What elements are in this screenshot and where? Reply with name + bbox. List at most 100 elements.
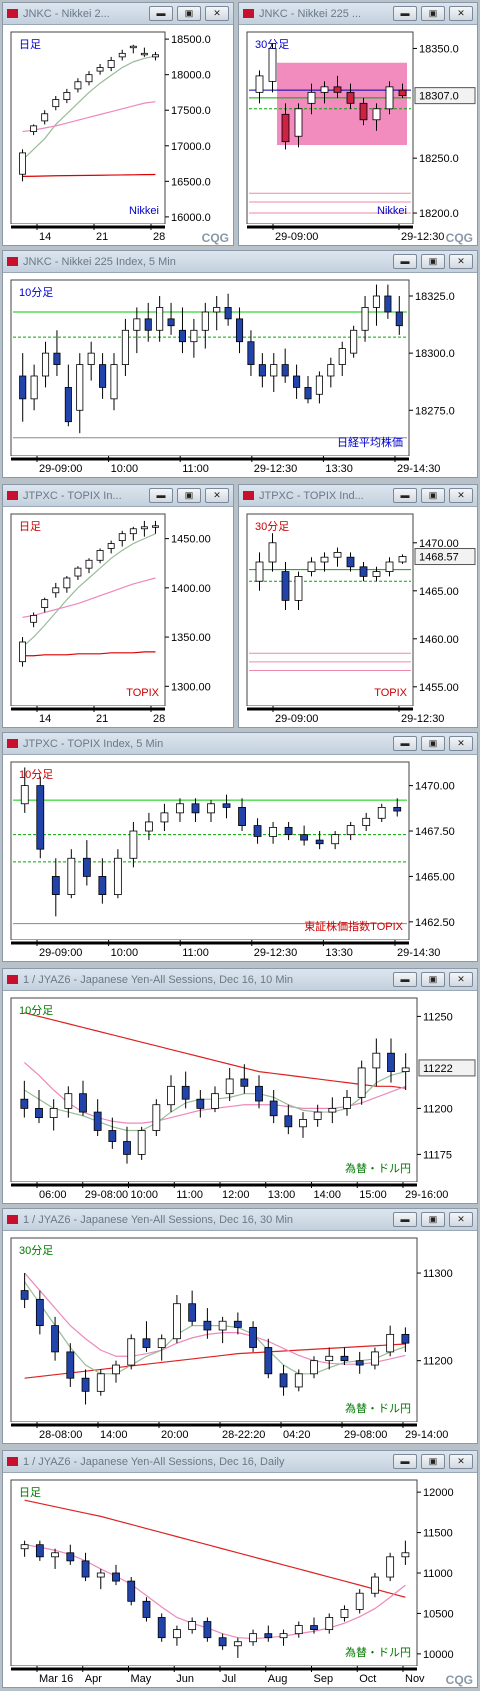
candle [279,1629,288,1646]
candle-body [85,74,93,83]
minimize-button[interactable]: ▬ [393,736,417,751]
chart-window-p6[interactable]: JTPXC - TOPIX Index, 5 Min ▬ ▣ ✕ 1470.00 1467… [2,732,478,962]
window-titlebar[interactable]: JNKC - Nikkei 225 Index, 5 Min ▬ ▣ ✕ [3,251,477,273]
candle [64,1086,73,1118]
maximize-button[interactable]: ▣ [421,1212,445,1227]
chart-window-p3[interactable]: JNKC - Nikkei 225 Index, 5 Min ▬ ▣ ✕ 18325.0… [2,250,478,478]
candle-body [207,803,215,814]
close-button[interactable]: ✕ [449,1454,473,1469]
candle-body [325,1355,334,1362]
candle-body [222,803,231,808]
maximize-button[interactable]: ▣ [421,254,445,269]
y-tick-label: 18275.0 [415,405,455,417]
moving-average-line [22,651,156,657]
window-titlebar[interactable]: JTPXC - TOPIX In... ▬ ▣ ✕ [3,485,233,507]
y-tick-label: 12000 [423,1487,454,1499]
window-titlebar[interactable]: JTPXC - TOPIX Index, 5 Min ▬ ▣ ✕ [3,733,477,755]
chart-canvas[interactable]: 1470.00 1467.50 1465.00 1462.50 29-09:00 10:0… [3,756,477,962]
candle [371,1347,379,1370]
candle [142,1321,151,1352]
chart-canvas[interactable]: 11300 11200 28-08:00 14:00 20:00 28-22:20 04:2… [3,1232,477,1444]
window-title: JNKC - Nikkei 2... [23,8,110,20]
candle-body [52,587,60,594]
candle-body [255,561,264,582]
close-button[interactable]: ✕ [449,736,473,751]
window-titlebar[interactable]: JNKC - Nikkei 2... ▬ ▣ ✕ [3,3,233,25]
close-button[interactable]: ✕ [449,6,473,21]
candle [313,1104,322,1127]
maximize-button[interactable]: ▣ [421,736,445,751]
candle-body [270,364,278,377]
x-axis-band [3,224,233,245]
candle-body [310,1625,318,1631]
chart-canvas[interactable]: 1470.00 1465.00 1460.00 1455.00 29-09:00 29-1… [239,508,477,728]
candle-body [157,1617,166,1639]
window-titlebar[interactable]: JNKC - Nikkei 225 ... ▬ ▣ ✕ [239,3,477,25]
close-button[interactable]: ✕ [449,254,473,269]
candle-body [281,364,289,377]
candle-body [81,1377,90,1392]
chart-window-p2[interactable]: JNKC - Nikkei 225 ... ▬ ▣ ✕ 18350.0 18250.0 18… [238,2,478,246]
minimize-button[interactable]: ▬ [393,6,417,21]
window-titlebar[interactable]: 1 / JYAZ6 - Japanese Yen-All Sessions, D… [3,1209,477,1231]
candle [129,526,137,541]
maximize-button[interactable]: ▣ [177,488,201,503]
y-tick-label: 1450.00 [171,534,211,546]
chart-window-p1[interactable]: JNKC - Nikkei 2... ▬ ▣ ✕ 18500.0 18000.0 17500… [2,2,234,246]
candle [249,1629,257,1646]
chart-canvas[interactable]: 18325.0 18300.0 18275.0 29-09:00 10:00 11:00 2… [3,274,477,478]
period-label: 日足 [19,1487,41,1499]
candle-body [53,352,61,365]
minimize-button[interactable]: ▬ [149,6,173,21]
chart-canvas[interactable]: 18350.0 18250.0 18200.0 29-09:00 29-12:30 30分… [239,26,477,246]
maximize-button[interactable]: ▣ [421,488,445,503]
minimize-button[interactable]: ▬ [393,1212,417,1227]
window-titlebar[interactable]: JTPXC - TOPIX Ind... ▬ ▣ ✕ [239,485,477,507]
minimize-button[interactable]: ▬ [393,972,417,987]
y-tick-label: 11000 [423,1568,453,1580]
x-tick-label: 12:00 [222,1189,250,1201]
chart-window-p5[interactable]: JTPXC - TOPIX Ind... ▬ ▣ ✕ 1470.00 1465.00 146… [238,484,478,728]
candle [401,1053,410,1090]
maximize-button[interactable]: ▣ [421,972,445,987]
candle-body [320,556,329,563]
symbol-label: Nikkei [129,205,159,217]
candle [304,376,312,404]
maximize-button[interactable]: ▣ [421,1454,445,1469]
maximize-button[interactable]: ▣ [177,6,201,21]
plot-area [10,279,410,457]
candle [19,353,27,422]
app-icon [7,1215,18,1224]
candle [328,1097,337,1124]
chart-window-p4[interactable]: JTPXC - TOPIX In... ▬ ▣ ✕ 1450.00 1400.00 1350… [2,484,234,728]
minimize-button[interactable]: ▬ [393,254,417,269]
window-titlebar[interactable]: 1 / JYAZ6 - Japanese Yen-All Sessions, D… [3,1451,477,1473]
candle [157,1334,166,1361]
chart-window-p9[interactable]: 1 / JYAZ6 - Japanese Yen-All Sessions, D… [2,1450,478,1688]
x-axis-band [239,224,477,245]
close-button[interactable]: ✕ [449,1212,473,1227]
candle-body [300,834,309,841]
candle-body [129,830,138,859]
close-button[interactable]: ✕ [205,488,229,503]
candle-body [338,348,346,365]
candle-body [64,387,72,423]
symbol-label: 為替・ドル円 [345,1161,411,1175]
chart-canvas[interactable]: 12000 11500 11000 10500 10000 Mar 16 Apr May Jun… [3,1474,477,1688]
chart-window-p8[interactable]: 1 / JYAZ6 - Japanese Yen-All Sessions, D… [2,1208,478,1444]
candle [346,83,355,109]
chart-window-p7[interactable]: 1 / JYAZ6 - Japanese Yen-All Sessions, D… [2,968,478,1204]
close-button[interactable]: ✕ [205,6,229,21]
maximize-button[interactable]: ▣ [421,6,445,21]
chart-canvas[interactable]: 1450.00 1400.00 1350.00 1300.00 14 21 28 日足 TOPI… [3,508,233,728]
close-button[interactable]: ✕ [449,972,473,987]
chart-canvas[interactable]: 18500.0 18000.0 17500.0 17000.0 16500.0 16000… [3,26,233,246]
minimize-button[interactable]: ▬ [393,1454,417,1469]
candle [372,103,381,131]
chart-canvas[interactable]: 11250 11200 11175 06:00 29-08:00 10:00 11:00 12… [3,992,477,1204]
close-button[interactable]: ✕ [449,488,473,503]
minimize-button[interactable]: ▬ [149,488,173,503]
window-titlebar[interactable]: 1 / JYAZ6 - Japanese Yen-All Sessions, D… [3,969,477,991]
x-tick-label: 29-16:00 [405,1189,448,1201]
minimize-button[interactable]: ▬ [393,488,417,503]
